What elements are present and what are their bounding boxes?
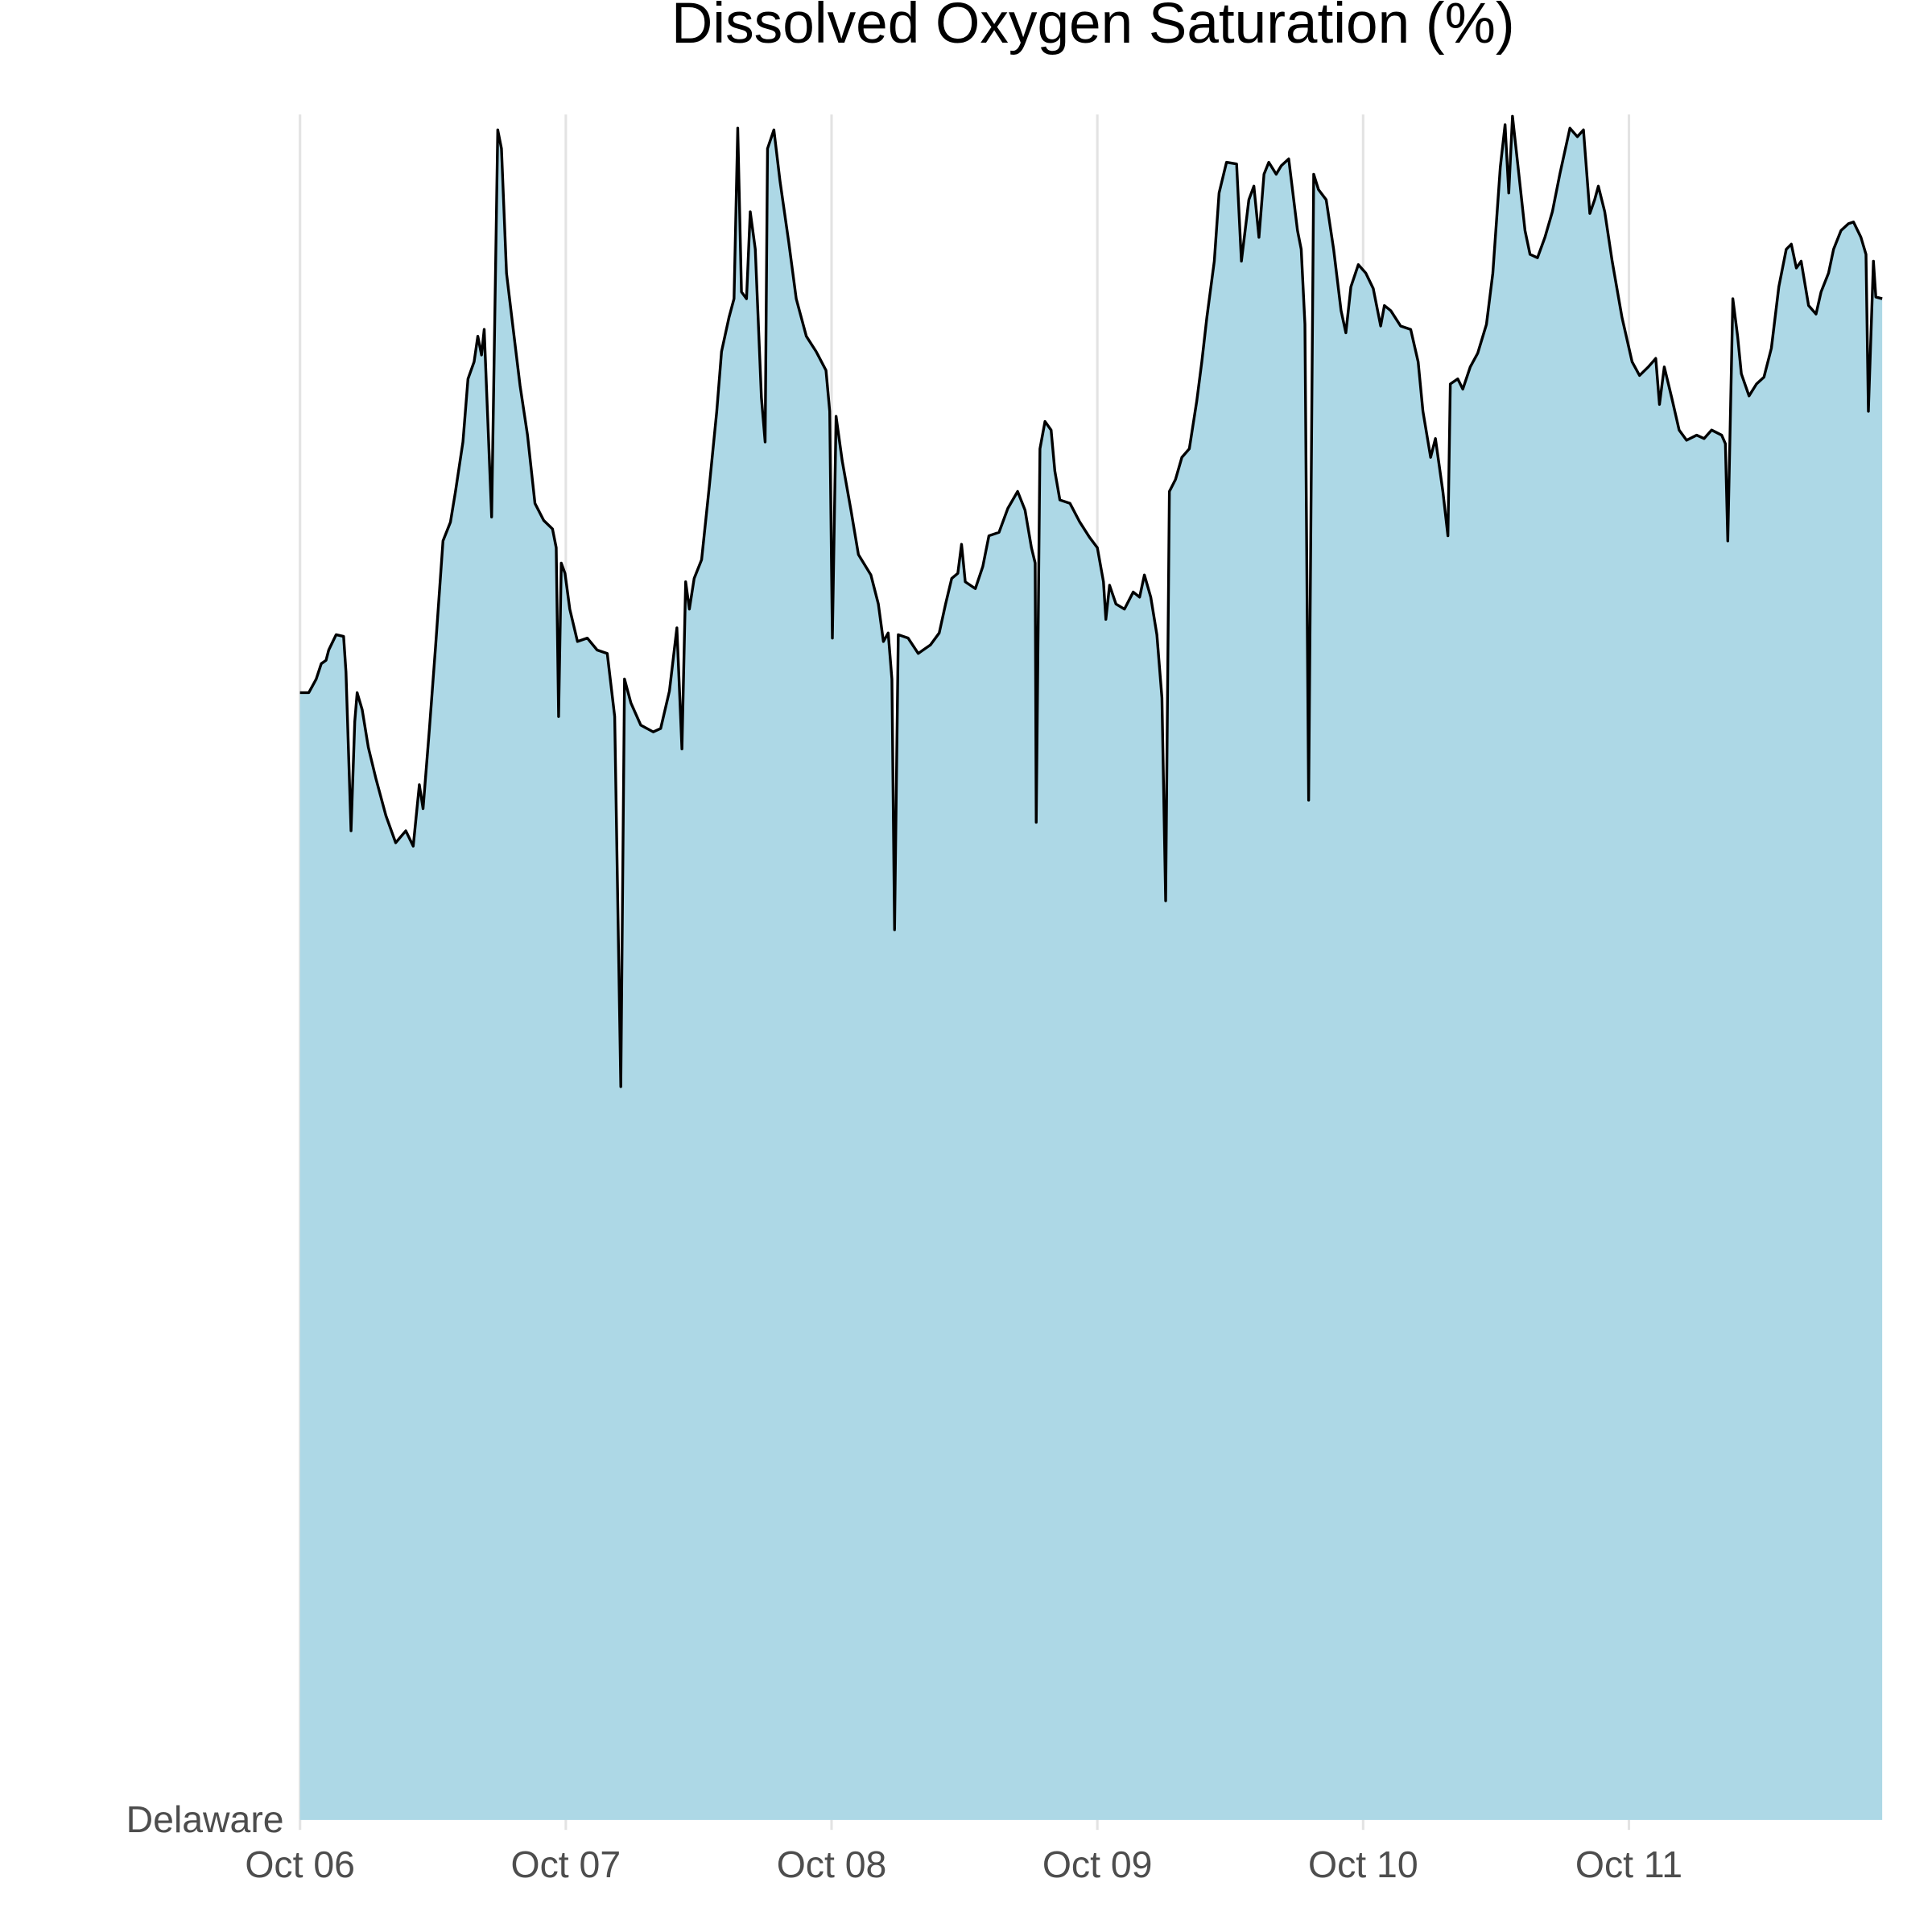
x-tick-label: Oct 10 [1308, 1843, 1418, 1885]
chart-title: Dissolved Oxygen Saturation (%) [671, 0, 1515, 56]
x-tick-label: Oct 07 [511, 1843, 621, 1885]
x-tick-label: Oct 08 [777, 1843, 887, 1885]
y-category-label: Delaware [126, 1798, 284, 1840]
x-tick-label: Oct 09 [1042, 1843, 1153, 1885]
x-tick-label: Oct 11 [1575, 1843, 1682, 1885]
area [299, 116, 1883, 1820]
line [299, 114, 1883, 1088]
x-tick-label: Oct 06 [245, 1843, 355, 1885]
